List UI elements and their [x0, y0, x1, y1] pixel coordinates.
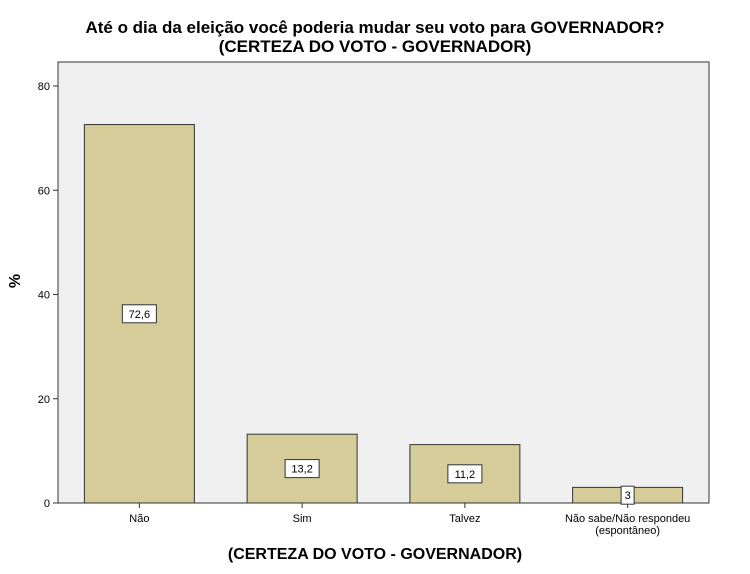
x-tick-label: (espontâneo)	[595, 525, 660, 537]
data-label-box	[620, 485, 635, 505]
data-label-box	[284, 459, 320, 479]
y-tick-label: 20	[38, 394, 50, 406]
data-label: 13,2	[291, 464, 312, 476]
data-label: 11,2	[455, 469, 476, 481]
y-tick-label: 80	[38, 81, 50, 93]
data-label-box	[121, 304, 157, 324]
data-label: 72,6	[129, 309, 150, 321]
data-label: 3	[625, 490, 631, 502]
y-axis-label: %	[7, 273, 24, 289]
chart-title-line-1: Até o dia da eleição você poderia mudar …	[85, 18, 665, 37]
y-tick-label: 60	[38, 185, 50, 197]
x-tick-label: Talvez	[449, 513, 480, 525]
x-tick-label: Não sabe/Não respondeu	[565, 513, 690, 525]
x-tick-label: Não	[129, 513, 149, 525]
x-axis-label: (CERTEZA DO VOTO - GOVERNADOR)	[227, 546, 523, 563]
y-tick-label: 40	[38, 290, 50, 302]
x-tick-label: Sim	[293, 513, 312, 525]
data-label-box	[447, 464, 483, 484]
chart-title-line-2: (CERTEZA DO VOTO - GOVERNADOR)	[218, 37, 532, 56]
y-tick-label: 0	[44, 498, 50, 510]
